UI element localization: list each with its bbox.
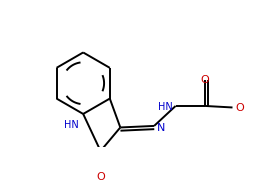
Text: N: N	[157, 123, 166, 133]
Text: O: O	[200, 75, 209, 85]
Text: HN: HN	[64, 120, 79, 130]
Text: HN: HN	[158, 102, 173, 112]
Text: O: O	[235, 103, 244, 113]
Text: O: O	[96, 172, 105, 181]
